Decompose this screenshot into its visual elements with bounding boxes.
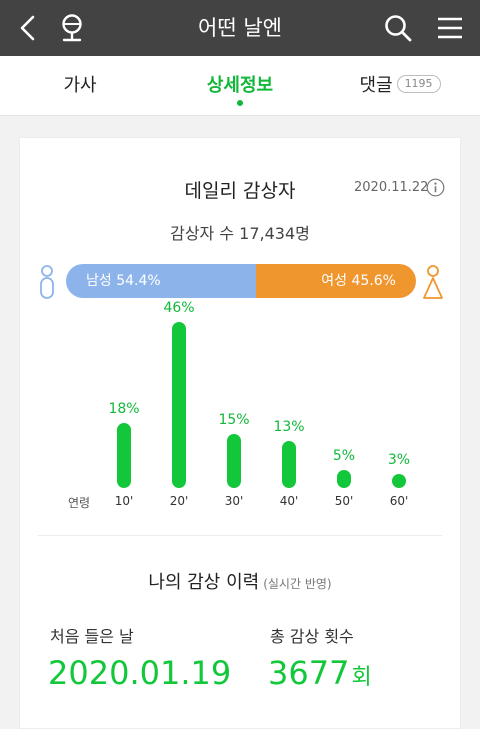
age-bar-value: 3% — [387, 452, 411, 468]
age-bar — [337, 469, 351, 488]
comment-count-badge: 1195 — [396, 75, 441, 93]
age-bar-value: 15% — [218, 411, 250, 428]
age-bar-group: 3% 60' — [371, 308, 427, 518]
age-bar-value: 18% — [108, 401, 140, 418]
male-segment: 남성 54.4% — [66, 264, 257, 298]
age-bar-group: 15% 30' — [206, 308, 262, 518]
tab-comments[interactable]: 댓글 1195 — [350, 56, 450, 116]
scrolled-content-edge — [64, 104, 124, 116]
microphone-icon[interactable] — [52, 8, 92, 48]
first-listened-label: 처음 들은 날 — [50, 627, 134, 646]
total-plays-unit: 회 — [351, 665, 372, 690]
age-bar — [117, 423, 131, 488]
total-plays-label: 총 감상 횟수 — [270, 627, 354, 646]
tab-lyrics[interactable]: 가사 — [40, 56, 120, 116]
tab-comments-label: 댓글 — [359, 75, 393, 96]
age-bar-label: 60' — [389, 494, 409, 508]
first-listened-date: 2020.01.19 — [48, 654, 232, 692]
age-bar-label: 50' — [334, 494, 354, 508]
age-bar-value: 5% — [332, 447, 356, 464]
tab-details-label: 상세정보 — [206, 75, 274, 96]
age-bar — [282, 441, 296, 488]
total-plays-value: 3677회 — [268, 654, 372, 692]
tab-details[interactable]: 상세정보 — [190, 56, 290, 116]
age-bar-value: 13% — [273, 419, 305, 436]
age-bar — [172, 322, 186, 488]
hamburger-menu-icon[interactable] — [430, 8, 470, 48]
song-title: 어떤 날엔 — [198, 16, 282, 40]
gender-ratio: 남성 54.4% 여성 45.6% — [20, 264, 462, 300]
female-percentage: 여성 45.6% — [321, 273, 396, 289]
female-person-icon — [421, 264, 445, 300]
male-percentage: 남성 54.4% — [86, 273, 161, 289]
age-bar-group: 46% 20' — [151, 300, 207, 518]
info-icon[interactable] — [426, 178, 445, 197]
section-divider — [38, 535, 442, 536]
history-title-text: 나의 감상 이력 — [148, 572, 260, 593]
age-bar-label: 10' — [114, 494, 134, 508]
gender-ratio-bar: 남성 54.4% 여성 45.6% — [66, 264, 416, 298]
tab-lyrics-label: 가사 — [63, 75, 97, 96]
top-app-bar: 어떤 날엔 — [0, 0, 480, 56]
chevron-left-icon[interactable] — [8, 8, 48, 48]
age-bar-label: 40' — [279, 494, 299, 508]
active-tab-indicator — [237, 100, 243, 106]
listening-history-title: 나의 감상 이력 (실시간 반영) — [20, 568, 460, 594]
age-bar — [227, 433, 241, 488]
male-person-icon — [38, 264, 56, 300]
age-bar-label: 30' — [224, 494, 244, 508]
female-segment: 여성 45.6% — [256, 264, 416, 298]
age-distribution-chart: 연령 18% 10' 46% 20' 15% 30' 13% 40' 5% 50' 3% 60' — [20, 300, 462, 518]
detail-card: 데일리 감상자 2020.11.22 감상자 수 17,434명 남성 54.4… — [19, 137, 461, 729]
age-bar-group: 18% 10' — [96, 308, 152, 518]
age-bar-group: 13% 40' — [261, 308, 317, 518]
age-bar-label: 20' — [169, 494, 189, 508]
search-icon[interactable] — [378, 8, 418, 48]
stats-date: 2020.11.22 — [354, 180, 429, 195]
age-bar — [392, 474, 406, 488]
listener-count: 감상자 수 17,434명 — [170, 224, 310, 243]
history-subtitle: (실시간 반영) — [263, 577, 332, 591]
total-plays-number: 3677 — [268, 654, 350, 692]
age-bar-value: 46% — [163, 300, 195, 316]
tab-bar: 가사 상세정보 댓글 1195 — [0, 56, 480, 116]
age-bar-group: 5% 50' — [316, 308, 372, 518]
daily-listeners-title: 데일리 감상자 — [184, 180, 296, 202]
age-axis-label: 연령 — [68, 496, 91, 510]
